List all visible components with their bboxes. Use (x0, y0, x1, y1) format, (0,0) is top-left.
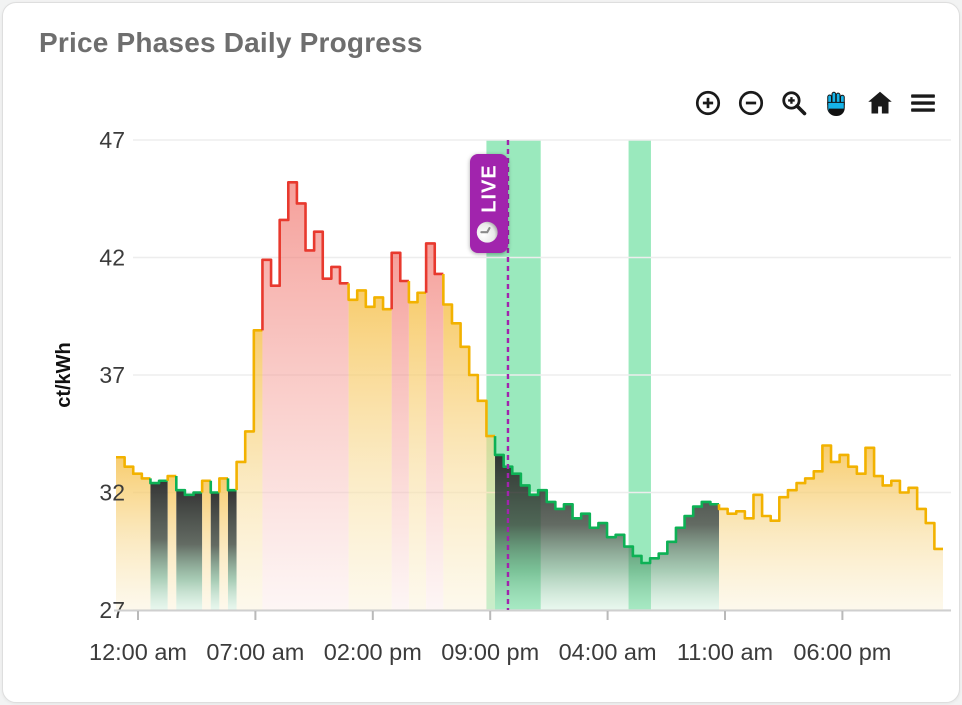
zoom-button[interactable] (776, 87, 812, 119)
phase-line-Y (200, 479, 211, 493)
live-badge-label: LIVE (477, 163, 500, 213)
x-tick-label: 07:00 am (206, 639, 304, 665)
y-tick-label: 32 (99, 480, 125, 506)
phase-line-Y (347, 283, 392, 311)
phase-line-Y (218, 477, 228, 493)
zoom-in-button[interactable] (690, 87, 726, 119)
zoom-in-icon (695, 90, 721, 116)
x-tick-label: 02:00 pm (324, 639, 422, 665)
phase-line-G (226, 478, 237, 492)
phase-line-R (261, 181, 349, 331)
pan-button[interactable] (819, 87, 855, 119)
menu-icon (911, 94, 935, 112)
phase-fill-G (227, 490, 237, 610)
x-tick-label: 09:00 pm (441, 639, 539, 665)
phase-line-G (209, 480, 220, 494)
pan-hand-icon (827, 91, 845, 117)
zoom-out-icon (738, 90, 764, 116)
phase-line-R (390, 251, 409, 310)
phase-fill-Y (408, 292, 427, 610)
y-tick-label: 47 (99, 127, 125, 153)
phase-line-G (493, 436, 720, 565)
y-tick-label: 42 (99, 245, 125, 271)
phase-line-Y (235, 329, 263, 491)
phase-fill-Y (219, 478, 228, 610)
magnifier-zoom-icon (782, 91, 807, 116)
phase-fill-R (262, 182, 349, 611)
y-tick-label: 37 (99, 362, 125, 388)
phase-fill-R (391, 252, 409, 611)
phase-line-R (424, 242, 444, 293)
phase-fill-R (426, 243, 444, 610)
phase-fill-Y (443, 304, 496, 610)
x-tick-label: 12:00 am (89, 639, 187, 665)
phase-fill-G (176, 490, 203, 610)
page-title: Price Phases Daily Progress (39, 27, 423, 58)
phase-fill-Y (202, 480, 211, 610)
phase-line-Y (166, 474, 177, 481)
price-step-line (116, 181, 943, 565)
phase-line-G (149, 478, 168, 485)
home-reset-icon (868, 91, 892, 114)
chart-toolbar (690, 87, 941, 119)
x-tick-label: 06:00 pm (793, 639, 891, 665)
phase-line-Y (116, 455, 151, 480)
clock-icon (475, 220, 503, 243)
phase-fill-Y (348, 290, 392, 610)
phase-fill-G (150, 480, 168, 610)
home-button[interactable] (862, 87, 898, 119)
y-axis-title: ct/kWh (53, 342, 75, 408)
zoom-out-button[interactable] (733, 87, 769, 119)
x-tick-label: 11:00 am (677, 639, 773, 665)
phase-fill-Y (719, 445, 943, 610)
phase-line-Y (407, 281, 427, 304)
menu-button[interactable] (905, 87, 941, 119)
x-tick-label: 04:00 am (559, 639, 657, 665)
phase-fill-Y (116, 457, 151, 610)
live-badge: LIVE (470, 154, 509, 253)
phase-line-G (175, 476, 203, 497)
phase-fill-Y (167, 476, 177, 610)
phase-line-Y (442, 273, 496, 438)
phase-line-Y (717, 444, 943, 551)
phase-fill-G (210, 492, 220, 610)
phase-fill-Y (236, 330, 263, 610)
